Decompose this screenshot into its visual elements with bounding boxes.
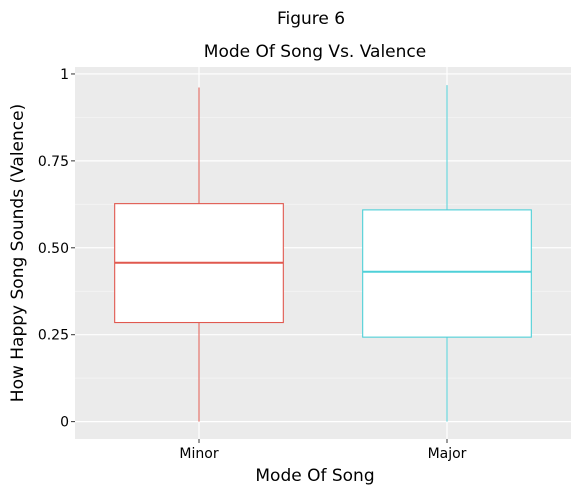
y-tick-label: 1 [60,67,69,83]
x-tick-label: Major [428,446,467,462]
y-axis-label: How Happy Song Sounds (Valence) [8,104,28,402]
y-tick-label: 0 [60,415,69,431]
boxplot-major [362,85,532,422]
x-axis-label: Mode Of Song [255,466,374,486]
y-axis-ticks: 0 0.25 0.50 0.75 1 [38,67,75,431]
y-tick-label: 0.75 [38,154,69,170]
boxplots [114,85,532,422]
y-tick-label: 0.50 [38,241,69,257]
x-tick-label: Minor [179,446,218,462]
chart-title: Mode Of Song Vs. Valence [204,42,426,62]
x-axis-ticks: Minor Major [179,439,467,462]
boxplot-minor [114,87,284,422]
figure-label: Figure 6 [277,9,345,29]
y-tick-label: 0.25 [38,328,69,344]
box-iqr [362,209,532,338]
